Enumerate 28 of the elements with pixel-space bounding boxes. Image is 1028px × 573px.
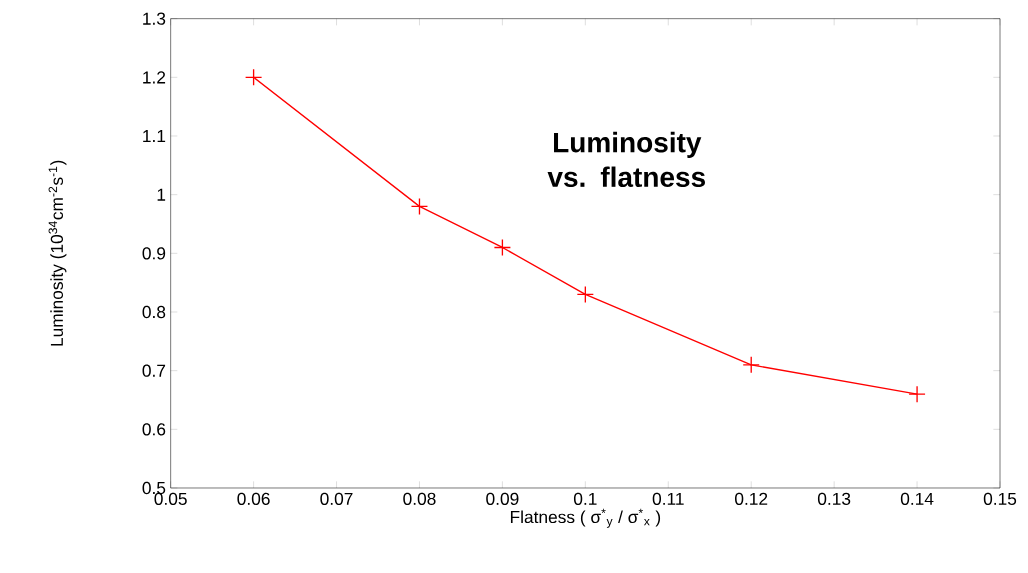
point [576, 285, 595, 303]
y-tick-label: 0.6 [142, 423, 166, 436]
y-tick-label: 0.5 [142, 481, 166, 494]
y-tick-label: 1 [157, 188, 166, 201]
x-tick-label: 0.07 [320, 492, 353, 505]
x-tick-label: 0.11 [652, 492, 684, 505]
x-axis-title: Flatness ( σ$^{*}$$_{y}$ / σ$^{*}$$_{x}$ ) [510, 508, 661, 528]
point [410, 197, 429, 215]
y-tick-label: 1.2 [143, 71, 166, 84]
point [493, 238, 512, 256]
x-tick-label: 0.1 [573, 492, 597, 505]
point [244, 68, 263, 86]
x-tick-label: 0.13 [817, 492, 851, 505]
x-tick-label: 0.06 [237, 492, 270, 505]
y-axis-title: Luminosity (10$^{34}$cm$^{-2}$s$^{-1}$) [48, 160, 67, 346]
x-tick-label: 0.08 [403, 492, 436, 505]
x-tick-label: 0.09 [486, 492, 519, 505]
point [742, 355, 760, 374]
text: Luminosity vs. flatness [547, 131, 705, 187]
x-tick-label: 0.14 [900, 492, 934, 505]
point [908, 385, 926, 403]
x-tick-label: 0.12 [735, 492, 768, 505]
y-tick-label: 1.3 [143, 12, 166, 25]
y-tick-label: 0.7 [142, 364, 166, 377]
y-tick-label: 1.1 [143, 129, 166, 142]
x-tick-label: 0.15 [983, 492, 1017, 505]
y-tick-label: 0.9 [142, 247, 166, 260]
y-tick-label: 0.8 [142, 305, 166, 318]
